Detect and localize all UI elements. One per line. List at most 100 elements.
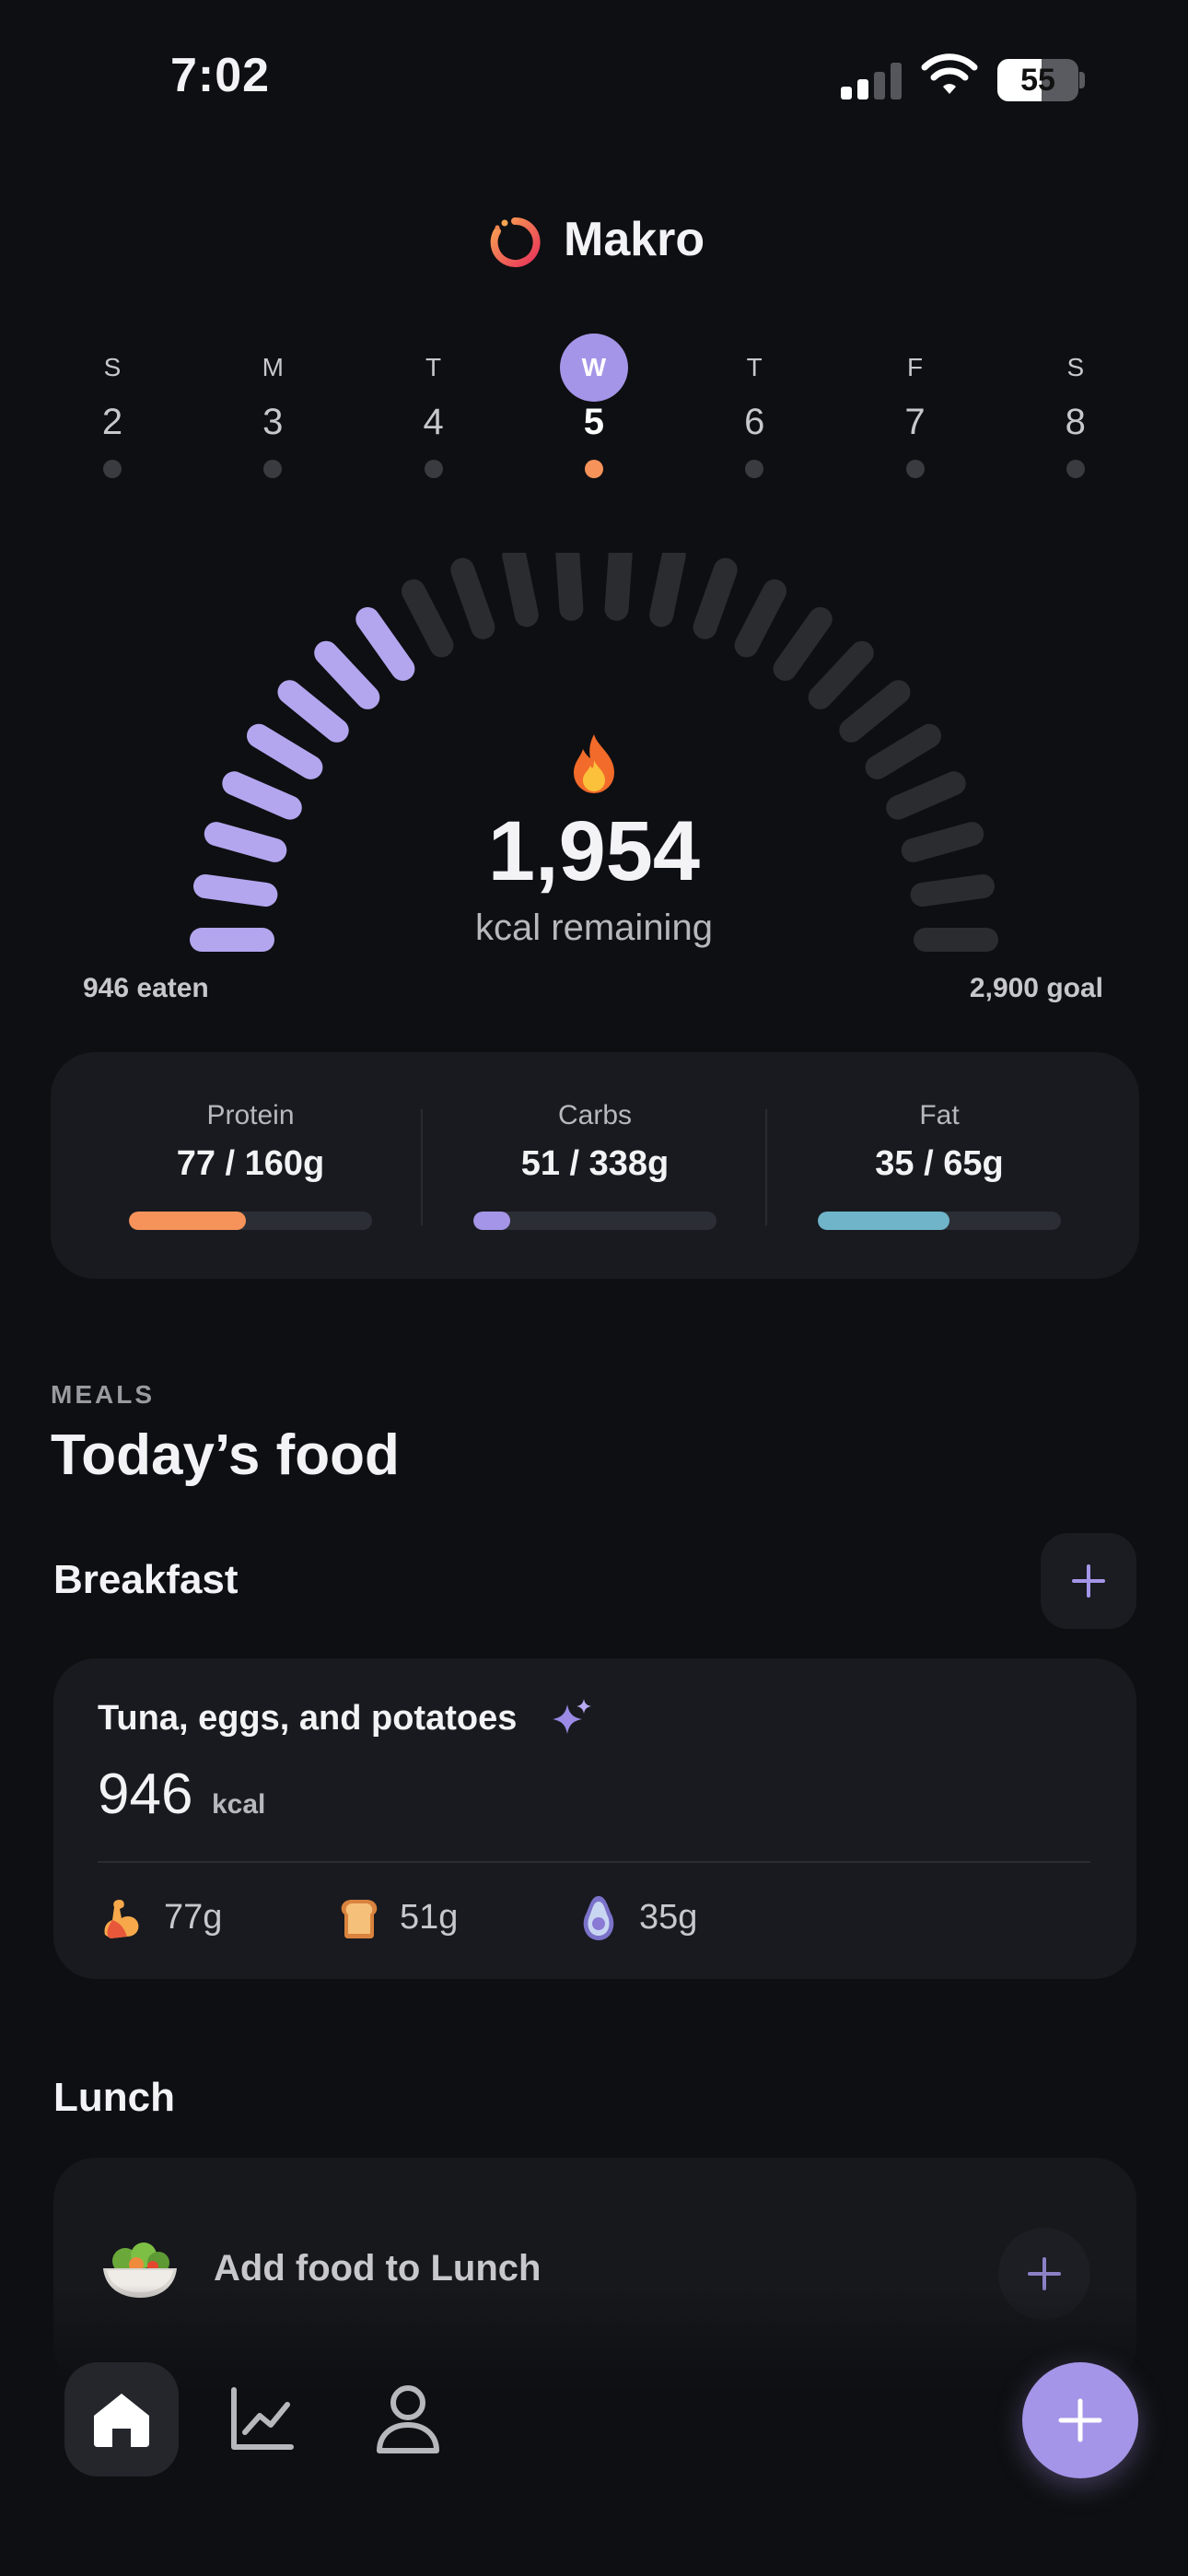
gauge-segment-empty bbox=[773, 607, 833, 681]
makro-logo-icon bbox=[490, 217, 541, 267]
day-letter: T bbox=[746, 353, 763, 381]
macro-protein-value: 77 / 160g bbox=[176, 1144, 325, 1183]
macro-protein-label: Protein bbox=[206, 1100, 295, 1130]
home-icon bbox=[94, 2394, 149, 2447]
day-number: 5 bbox=[583, 402, 605, 442]
add-food-to-lunch-label: Add food to Lunch bbox=[214, 2248, 542, 2289]
app-title: Makro bbox=[564, 213, 705, 266]
selected-day-circle bbox=[559, 334, 628, 402]
day-letter: M bbox=[262, 353, 284, 381]
gauge-segment-empty bbox=[502, 553, 539, 627]
day-indicator-dot bbox=[584, 460, 603, 478]
day-letter: S bbox=[1066, 353, 1085, 381]
gauge-segment-empty bbox=[808, 640, 874, 709]
macro-protein-bar bbox=[129, 1212, 246, 1230]
plus-icon bbox=[1058, 2398, 1102, 2442]
day-indicator-dot bbox=[103, 460, 122, 478]
gauge-segment-filled bbox=[355, 607, 415, 681]
day-indicator-dot bbox=[1066, 460, 1085, 478]
gauge-segment-empty bbox=[839, 680, 911, 743]
calories-eaten: 946 eaten bbox=[83, 973, 209, 1003]
breakfast-carbs: 51g bbox=[400, 1898, 459, 1937]
macros-card[interactable]: Protein 77 / 160g Carbs 51 / 338g Fat 35… bbox=[51, 1052, 1139, 1279]
macro-protein-track bbox=[129, 1212, 372, 1230]
macro-protein: Protein 77 / 160g bbox=[78, 1052, 423, 1279]
gauge-segment-filled bbox=[222, 771, 302, 820]
tab-home[interactable] bbox=[64, 2362, 179, 2476]
macro-fat: Fat 35 / 65g bbox=[767, 1052, 1112, 1279]
day-letter: T bbox=[425, 353, 442, 381]
sparkle-icon bbox=[553, 1699, 591, 1734]
gauge-segment-filled bbox=[193, 874, 278, 907]
plus-icon bbox=[1072, 1564, 1105, 1598]
macro-fat-track bbox=[818, 1212, 1061, 1230]
wifi-icon bbox=[921, 53, 978, 94]
calories-goal: 2,900 goal bbox=[969, 973, 1103, 1003]
macro-fat-label: Fat bbox=[919, 1100, 960, 1130]
calories-remaining-label: kcal remaining bbox=[475, 907, 713, 948]
profile-icon[interactable] bbox=[374, 2383, 442, 2454]
gauge-segment-empty bbox=[734, 579, 786, 658]
macro-divider bbox=[421, 1109, 423, 1225]
status-time: 7:02 bbox=[170, 49, 271, 102]
macro-carbs-label: Carbs bbox=[557, 1100, 633, 1130]
bread-icon bbox=[341, 1900, 378, 1938]
add-food-fab[interactable] bbox=[1022, 2362, 1138, 2478]
add-breakfast-button[interactable] bbox=[1041, 1533, 1136, 1629]
day-number: 4 bbox=[423, 402, 444, 442]
food-kcal: 946 bbox=[98, 1762, 193, 1826]
gauge-segment-empty bbox=[555, 553, 584, 621]
macro-divider bbox=[765, 1109, 767, 1225]
gauge-segment-empty bbox=[910, 874, 995, 907]
food-item-name: Tuna, eggs, and potatoes bbox=[98, 1699, 518, 1738]
day-indicator-dot bbox=[745, 460, 764, 478]
gauge-segment-empty bbox=[901, 822, 984, 862]
gauge-segment-empty bbox=[865, 723, 941, 779]
battery-level: 55 bbox=[1020, 62, 1055, 98]
battery-tip bbox=[1079, 72, 1085, 88]
macro-carbs: Carbs 51 / 338g bbox=[423, 1052, 767, 1279]
gauge-segment-empty bbox=[693, 557, 738, 639]
gauge-segment-filled bbox=[314, 640, 380, 709]
food-kcal-unit: kcal bbox=[212, 1789, 266, 1820]
day-number: 2 bbox=[101, 402, 123, 442]
avocado-icon bbox=[583, 1896, 614, 1940]
day-letter: F bbox=[906, 353, 924, 381]
lunch-title: Lunch bbox=[53, 2075, 175, 2120]
gauge-segment-empty bbox=[450, 557, 495, 639]
macro-carbs-value: 51 / 338g bbox=[520, 1144, 670, 1183]
day-letter: S bbox=[103, 353, 122, 381]
day-letter: W bbox=[581, 353, 607, 381]
macro-carbs-bar bbox=[473, 1212, 510, 1230]
calories-remaining: 1,954 bbox=[487, 804, 701, 898]
day-number: 8 bbox=[1065, 402, 1086, 442]
flame-icon bbox=[574, 734, 614, 793]
gauge-segment-empty bbox=[402, 579, 454, 658]
muscle-icon bbox=[104, 1900, 139, 1938]
day-number: 7 bbox=[904, 402, 926, 442]
breakfast-title: Breakfast bbox=[53, 1557, 239, 1602]
meals-title: Today’s food bbox=[51, 1423, 400, 1487]
cellular-signal-icon bbox=[841, 61, 905, 100]
plus-icon bbox=[1028, 2257, 1061, 2290]
gauge-segment-filled bbox=[277, 680, 349, 743]
breakfast-fat: 35g bbox=[639, 1898, 698, 1937]
day-indicator-dot bbox=[905, 460, 925, 478]
gauge-segment-empty bbox=[649, 553, 686, 627]
day-number: 6 bbox=[744, 402, 765, 442]
stats-chart-icon[interactable] bbox=[228, 2386, 295, 2453]
day-indicator-dot bbox=[263, 460, 283, 478]
day-number: 3 bbox=[262, 402, 284, 442]
gauge-segment-empty bbox=[886, 771, 966, 820]
meals-section-label: MEALS bbox=[51, 1380, 155, 1409]
breakfast-protein: 77g bbox=[164, 1898, 223, 1937]
macro-carbs-track bbox=[473, 1212, 716, 1230]
calorie-gauge bbox=[190, 553, 998, 952]
